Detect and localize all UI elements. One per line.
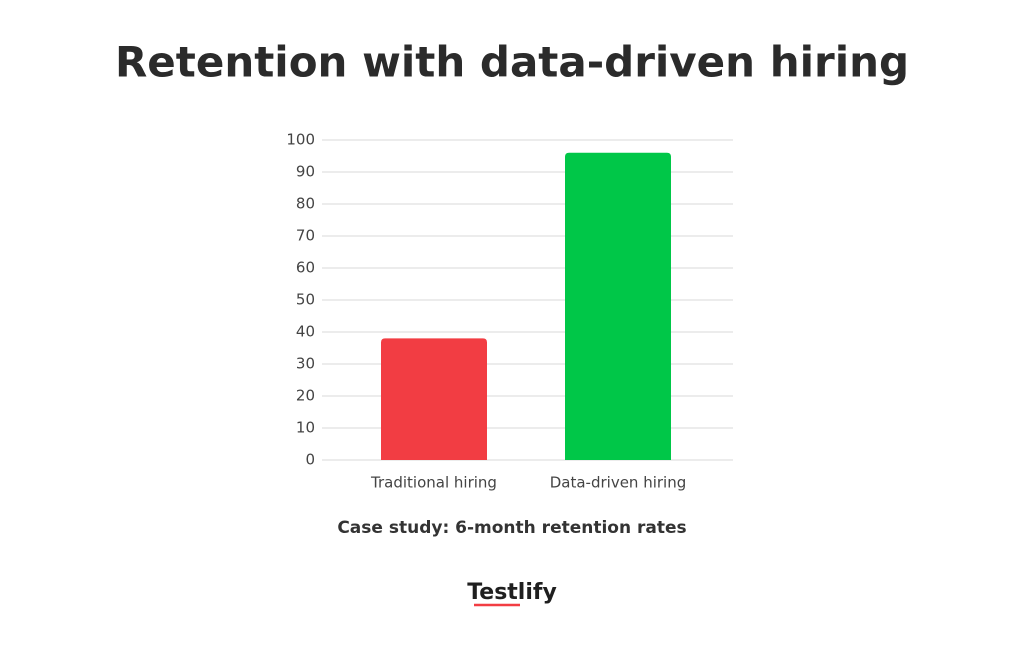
y-tick-label: 10 bbox=[296, 419, 315, 437]
y-tick-label: 40 bbox=[296, 323, 315, 341]
y-tick-label: 80 bbox=[296, 195, 315, 213]
x-axis-label: Case study: 6-month retention rates bbox=[337, 518, 686, 538]
bar bbox=[565, 152, 671, 461]
y-tick-label: 50 bbox=[296, 291, 315, 309]
bar bbox=[381, 338, 487, 460]
x-tick-label: Data-driven hiring bbox=[550, 474, 687, 492]
y-tick-label: 20 bbox=[296, 387, 315, 405]
chart-title: Retention with data-driven hiring bbox=[115, 38, 909, 87]
brand-logo: Testlify bbox=[467, 580, 557, 605]
x-tick-label: Traditional hiring bbox=[370, 474, 497, 492]
y-tick-label: 30 bbox=[296, 355, 315, 373]
y-tick-label: 0 bbox=[305, 451, 315, 469]
y-tick-label: 60 bbox=[296, 259, 315, 277]
y-tick-label: 100 bbox=[286, 131, 315, 149]
y-tick-label: 70 bbox=[296, 227, 315, 245]
y-tick-label: 90 bbox=[296, 163, 315, 181]
